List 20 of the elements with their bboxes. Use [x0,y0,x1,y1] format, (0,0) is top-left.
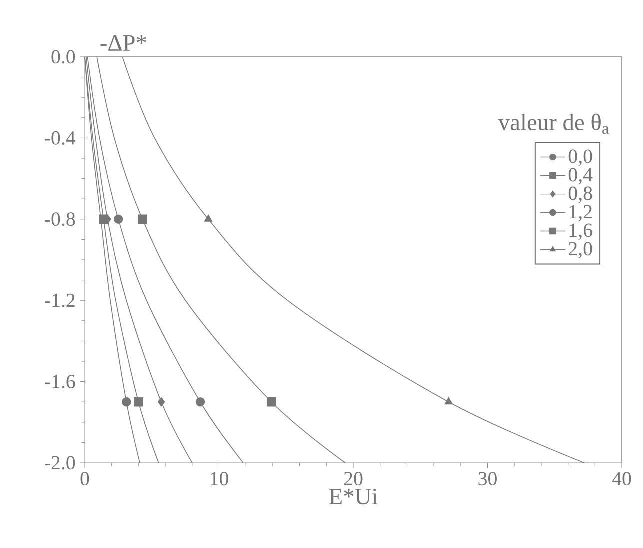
legend-title: valeur de θ$_{a}$ [498,114,609,134]
x-tick-label: 0 [80,472,90,486]
legend-label: 0,4 [568,168,593,185]
legend-label: 2,0 [569,242,592,259]
y-tick-label: -1.2 [45,294,75,308]
legend-label: 0,0 [568,150,592,166]
y-tick-label: 0.0 [52,50,76,64]
x-tick-label: 20 [344,472,363,486]
legend-label: 1,6 [570,224,592,240]
y-tick-label: -0.8 [45,212,76,226]
x-tick-label: 40 [612,472,632,486]
x-tick-label: 10 [211,472,228,486]
legend-label: 0,8 [568,186,592,204]
y-tick-label: -2.0 [45,456,76,470]
x-axis-title: E*Ui [329,488,378,505]
legend-label: 1,2 [570,205,592,222]
x-tick-label: 30 [478,472,497,486]
y-tick-label: -1.6 [45,375,76,389]
y-tick-label: -0.4 [45,131,76,145]
y-axis-title: -ΔP* [100,35,146,51]
